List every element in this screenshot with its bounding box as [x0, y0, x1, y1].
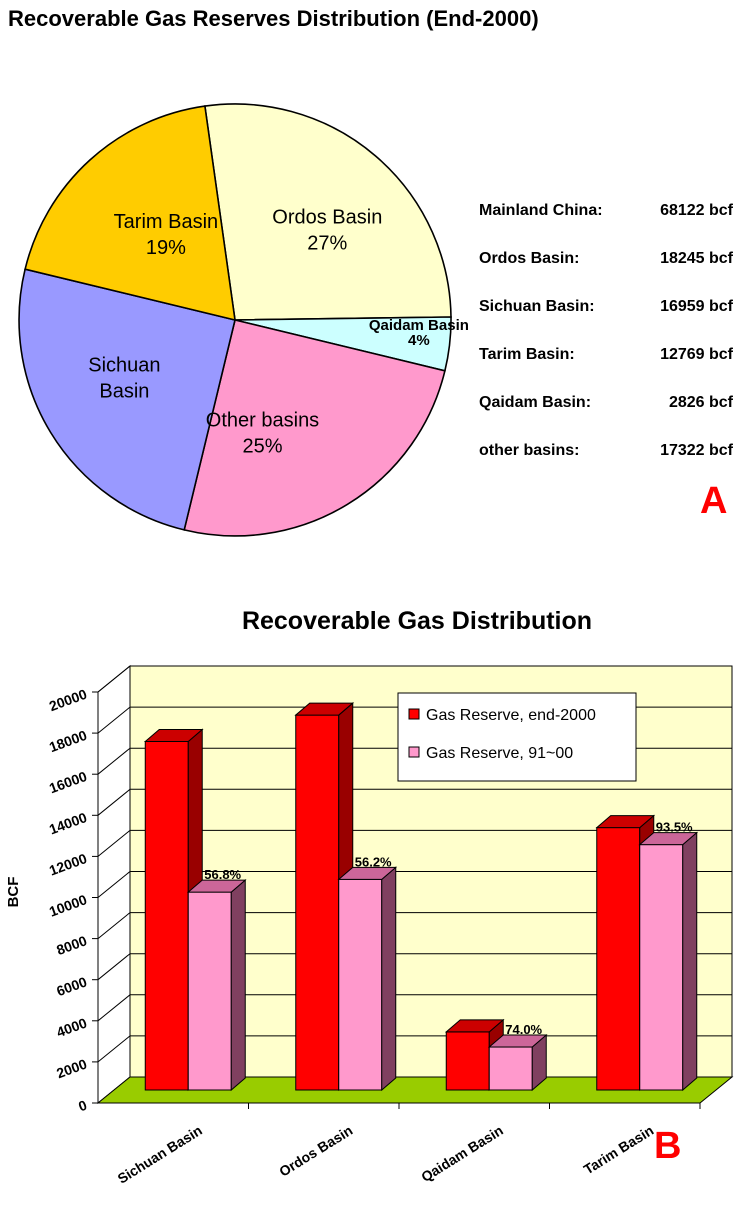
legend-entry: Gas Reserve, 91~00 [426, 745, 573, 762]
legend-swatch [408, 746, 420, 758]
stat-value: 12769 bcf [660, 346, 734, 363]
stat-value: 2826 bcf [669, 394, 734, 411]
y-tick-label: 4000 [54, 1015, 89, 1041]
pie-label-sichuan-basin: Basin [99, 381, 149, 403]
bar-top [444, 1019, 505, 1033]
bar-top [487, 1034, 548, 1048]
pie-label-sichuan-basin: Sichuan [88, 355, 160, 377]
gridline [97, 953, 732, 981]
legend-swatch [408, 708, 420, 720]
x-tick-label: Ordos Basin [276, 1122, 355, 1180]
pie-slice-ordos-basin [203, 103, 452, 321]
x-tick-label: Tarim Basin [581, 1122, 657, 1177]
gridline [97, 912, 732, 939]
y-tick-label: 6000 [54, 973, 89, 999]
bar-top [337, 866, 398, 880]
bar-end-2000-sichuan-basin [144, 740, 189, 1091]
bar-end-2000-ordos-basin [295, 714, 340, 1091]
bar-top [638, 832, 699, 846]
gridline [97, 994, 732, 1022]
bar-data-label: 56.8% [204, 867, 241, 882]
pie-label-other-basins: Other basins [206, 410, 319, 432]
bar-end-2000-tarim-basin [596, 827, 641, 1091]
bar-data-label: 56.2% [355, 854, 392, 869]
y-tick-label: 0 [76, 1097, 89, 1115]
bar-top [294, 702, 355, 716]
gridline [97, 788, 732, 816]
legend [397, 692, 637, 782]
bar-91-00-sichuan-basin [187, 891, 232, 1091]
reserve-stats-list: Mainland China: 68122 bcf Ordos Basin: 1824… [479, 202, 734, 459]
panel-label-a: A [700, 480, 727, 522]
pie-label-ordos-basin: Ordos Basin [272, 207, 382, 229]
stat-name: Sichuan Basin: [479, 298, 595, 315]
bar-top [595, 815, 656, 829]
legend-entry: Gas Reserve, end-2000 [426, 707, 596, 724]
y-tick-label: 10000 [47, 891, 89, 919]
x-tick-label: Sichuan Basin [115, 1122, 205, 1187]
bar-top [143, 728, 204, 742]
pie-title: Recoverable Gas Reserves Distribution (E… [8, 6, 539, 31]
pie-label-qaidam-basin: Qaidam Basin [369, 317, 469, 334]
bar-top [186, 879, 247, 893]
pie-chart [18, 103, 452, 537]
bar-side [381, 866, 397, 1092]
bar-91-00-tarim-basin [639, 844, 684, 1091]
panel-label-b: B [654, 1125, 681, 1167]
stat-value: 16959 bcf [660, 298, 734, 315]
bar-91-00-ordos-basin [338, 878, 383, 1091]
y-tick-label: 20000 [47, 686, 89, 714]
stat-name: Mainland China: [479, 202, 603, 219]
y-tick-label: 18000 [47, 727, 89, 755]
bar-91-00-qaidam-basin [488, 1046, 533, 1091]
bar-chart: Recoverable Gas Distribution 0 2000 4000 600… [5, 607, 734, 1187]
stat-name: other basins: [479, 442, 579, 459]
y-tick-label: 8000 [54, 932, 89, 958]
y-tick-label: 16000 [47, 768, 89, 796]
gridline [97, 829, 732, 857]
y-tick-label: 2000 [54, 1056, 89, 1082]
gridline [97, 871, 732, 898]
pie-slice-sichuan-basin [18, 268, 236, 531]
stat-name: Ordos Basin: [479, 250, 579, 267]
bar-data-label: 93.5% [656, 820, 693, 835]
bar-data-label: 74.0% [505, 1022, 542, 1037]
y-tick-label: 12000 [47, 850, 89, 878]
y-axis-label: BCF [5, 877, 22, 908]
pie-pct-tarim-basin: 19% [146, 237, 186, 259]
pie-pct-qaidam-basin: 4% [408, 332, 430, 349]
y-tick-label: 14000 [47, 809, 89, 837]
pie-slice-other-basins [183, 319, 446, 537]
bar-end-2000-qaidam-basin [445, 1031, 490, 1091]
bar-chart-title: Recoverable Gas Distribution [242, 607, 592, 635]
pie-label-tarim-basin: Tarim Basin [114, 211, 218, 233]
pie-pct-ordos-basin: 27% [307, 233, 347, 255]
stat-value: 17322 bcf [660, 442, 734, 459]
x-tick-label: Qaidam Basin [418, 1122, 506, 1185]
bar-side [230, 879, 246, 1092]
stat-name: Qaidam Basin: [479, 394, 591, 411]
gridline [97, 665, 732, 693]
stat-value: 18245 bcf [660, 250, 734, 267]
pie-pct-other-basins: 25% [242, 436, 282, 458]
stat-name: Tarim Basin: [479, 346, 575, 363]
stat-value: 68122 bcf [660, 202, 734, 219]
bar-side [682, 831, 698, 1092]
pie-slice-tarim-basin [24, 105, 236, 322]
